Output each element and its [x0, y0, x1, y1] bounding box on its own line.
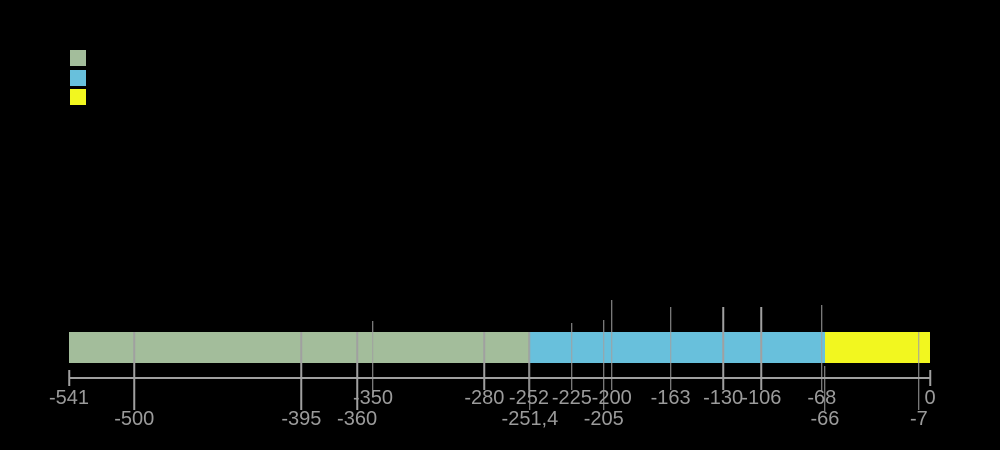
tick-label--280: -280	[464, 387, 505, 409]
tick-line--200	[610, 300, 613, 390]
tick-line--106	[760, 307, 763, 390]
tick-line--68	[821, 305, 823, 391]
tick-label--395: -395	[281, 408, 322, 430]
tick-label-0: 0	[924, 387, 936, 409]
tick-label--205: -205	[583, 408, 624, 430]
tick-label--130: -130	[703, 387, 744, 409]
tick-label--163: -163	[650, 387, 691, 409]
tick-line--205	[602, 320, 605, 410]
tick-line--163	[669, 307, 672, 390]
tick-line--500	[133, 332, 135, 410]
tick-label--541: -541	[48, 387, 90, 409]
timeline-segment-3	[824, 332, 930, 363]
tick-line--360	[356, 332, 358, 410]
timeline-segment-1	[69, 332, 529, 363]
tick-label--106: -106	[741, 387, 782, 409]
tick-line--225	[571, 323, 573, 390]
tick-line--130	[722, 307, 724, 390]
tick-line--252	[528, 332, 530, 390]
axis-line	[69, 377, 930, 379]
timeline-segment-2	[528, 332, 825, 363]
legend-swatch-3	[70, 89, 86, 105]
tick-label--500: -500	[114, 408, 155, 430]
tick-line--395	[300, 332, 303, 410]
legend-swatch-2	[70, 69, 86, 86]
tick-label--200: -200	[591, 387, 632, 409]
tick-line--66	[824, 366, 826, 411]
legend-swatch-1	[70, 50, 86, 66]
tick-label--7: -7	[909, 408, 928, 430]
tick-label--225: -225	[551, 387, 592, 409]
tick-label--251,4: -251,4	[501, 408, 559, 430]
tick-label--252: -252	[508, 387, 549, 409]
tick-label--350: -350	[352, 387, 393, 409]
tick-line--7	[918, 332, 920, 410]
tick-line--350	[372, 321, 374, 397]
tick-label--360: -360	[337, 408, 378, 430]
tick-label--66: -66	[810, 408, 840, 430]
tick-line--280	[483, 332, 486, 390]
tick-line--251,4	[529, 332, 531, 410]
tick-line-0	[929, 370, 931, 386]
tick-label--68: -68	[807, 387, 837, 409]
